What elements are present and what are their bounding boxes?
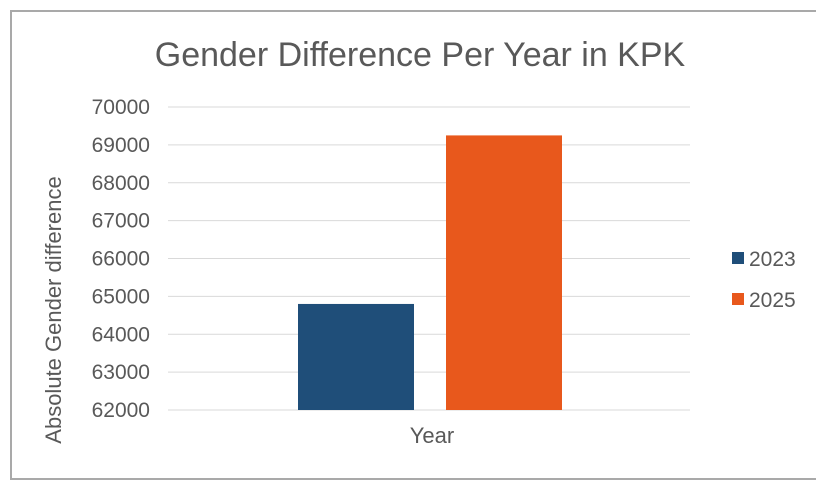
y-tick-label: 65000: [92, 285, 150, 308]
legend-label: 2025: [749, 289, 796, 312]
chart-title: Gender Difference Per Year in KPK: [155, 36, 686, 74]
legend-label: 2023: [749, 248, 796, 271]
legend-swatch: [732, 252, 744, 264]
y-tick-label: 69000: [92, 134, 150, 157]
y-tick-label: 64000: [92, 323, 150, 346]
y-axis-label: Absolute Gender difference: [41, 176, 66, 443]
y-tick-label: 67000: [92, 210, 150, 233]
gridlines: [168, 106, 690, 411]
legend: 2023 2025: [732, 248, 796, 312]
x-axis-label: Year: [410, 423, 454, 448]
y-axis-ticks: 70000 69000 68000 67000 66000 65000 64000 63000…: [92, 96, 150, 422]
legend-swatch: [732, 293, 744, 305]
y-tick-label: 68000: [92, 172, 150, 195]
bars: [298, 135, 562, 410]
bar-2023: [298, 303, 414, 410]
y-tick-label: 63000: [92, 361, 150, 384]
y-tick-label: 66000: [92, 248, 150, 271]
bar-2025: [446, 135, 562, 410]
y-tick-label: 70000: [92, 96, 150, 119]
y-tick-label: 62000: [92, 399, 150, 422]
